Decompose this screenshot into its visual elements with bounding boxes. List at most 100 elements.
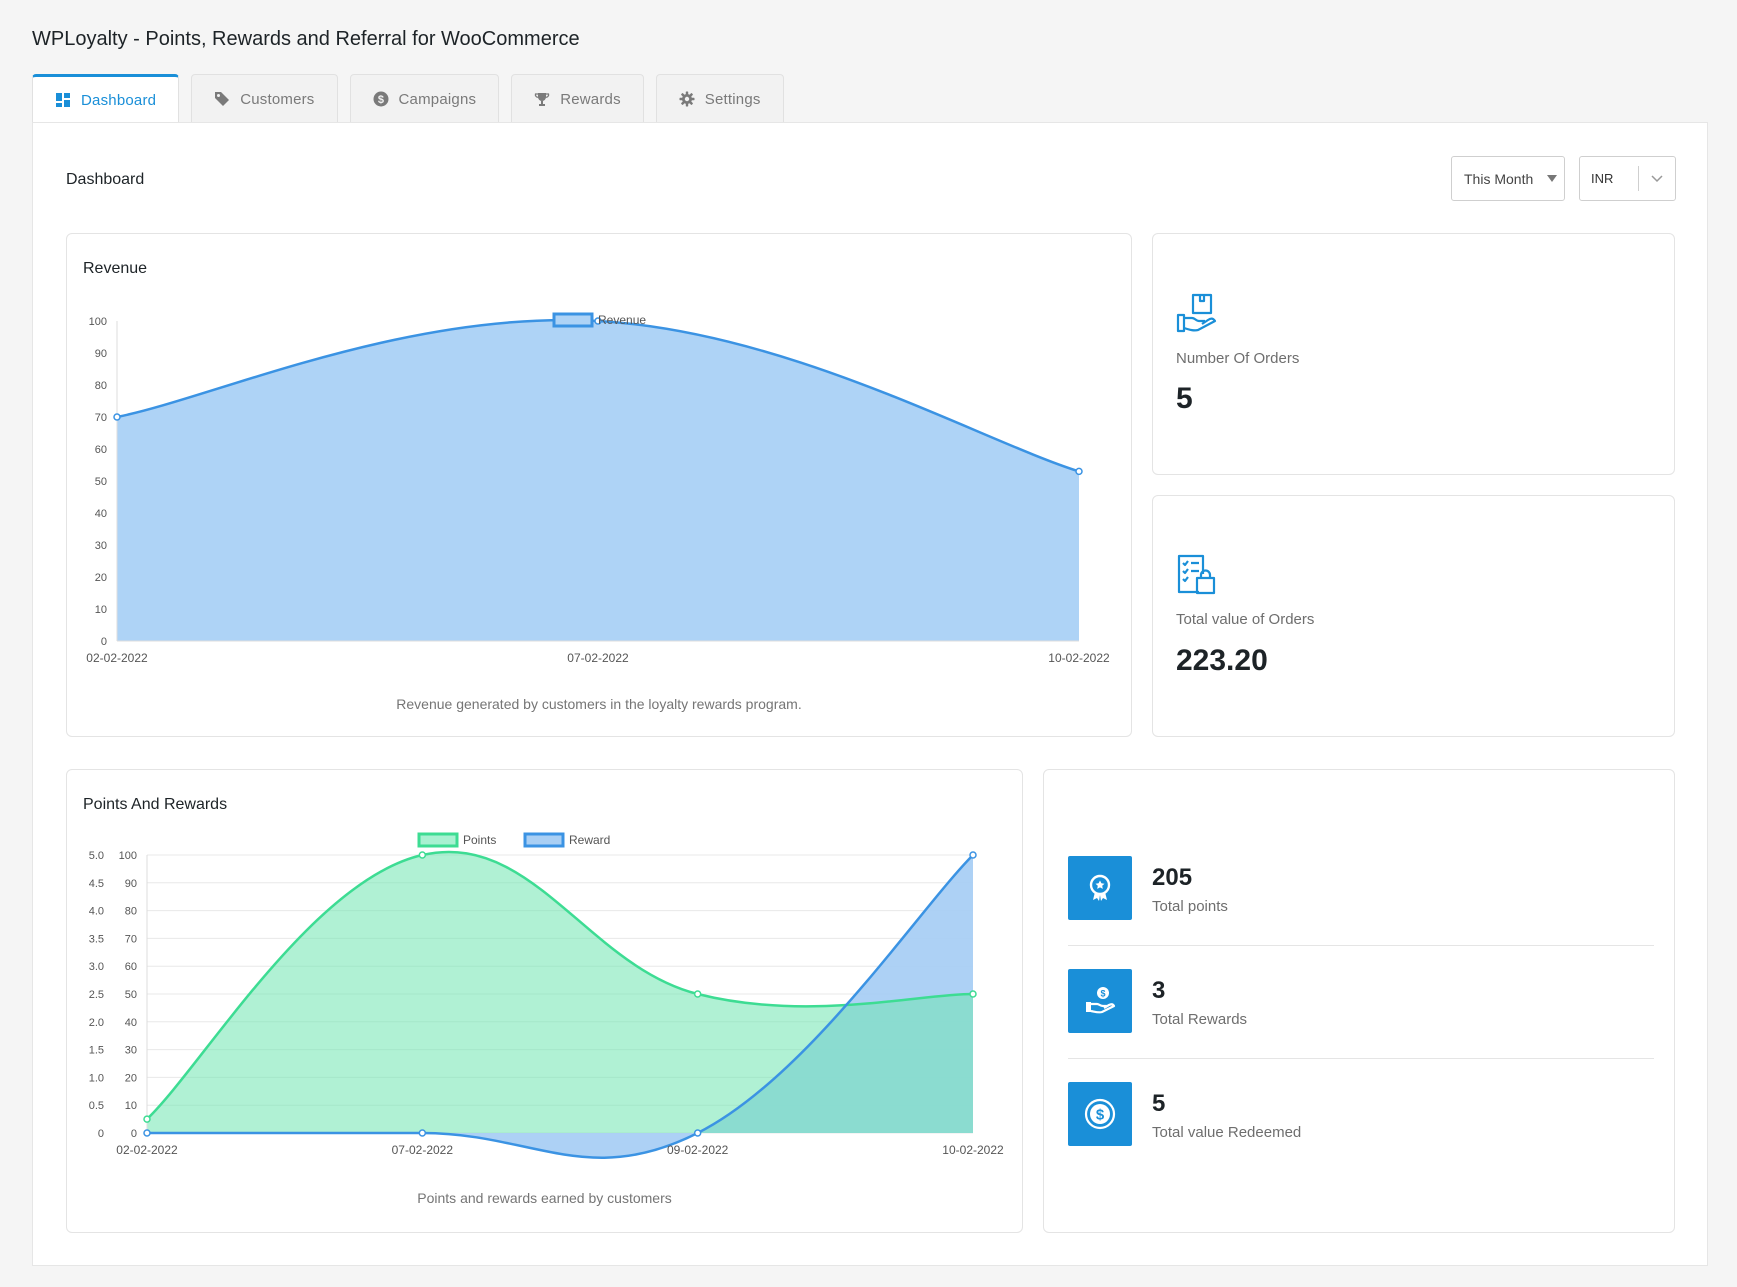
legend-label-points: Points <box>463 833 496 847</box>
revenue-chart-caption: Revenue generated by customers in the lo… <box>396 696 802 712</box>
tab-campaigns[interactable]: $ Campaigns <box>349 74 500 123</box>
tab-customers[interactable]: Customers <box>191 74 338 123</box>
x-tick-label: 10-02-2022 <box>1048 651 1110 665</box>
y-right-tick-label: 40 <box>125 1017 137 1029</box>
caret-down-icon <box>1547 175 1558 182</box>
period-select-value: This Month <box>1464 170 1534 187</box>
y-right-tick-label: 20 <box>125 1072 137 1084</box>
tab-rewards[interactable]: Rewards <box>511 74 644 123</box>
y-left-tick-label: 0.5 <box>89 1100 104 1112</box>
points-area <box>147 851 973 1133</box>
gear-icon <box>679 91 695 107</box>
order-list-bag-icon <box>1177 554 1216 595</box>
reward-point <box>969 851 977 859</box>
y-right-tick-label: 60 <box>125 961 137 973</box>
y-left-tick-label: 3.0 <box>89 961 104 973</box>
y-tick-label: 30 <box>95 540 107 552</box>
order-value-card: Total value of Orders 223.20 <box>1152 495 1675 737</box>
legend-swatch-points <box>417 832 459 848</box>
main-tabs: Dashboard Customers $ Campaigns Rewards … <box>32 74 784 123</box>
divider <box>1068 945 1654 946</box>
dashboard-title: Dashboard <box>66 171 145 188</box>
summary-card: 205 Total points $ 3 Total Rewards $ 5 T… <box>1043 769 1675 1233</box>
y-tick-label: 100 <box>89 316 107 328</box>
x-tick-label: 02-02-2022 <box>86 651 148 665</box>
dashboard-panel: Dashboard This Month INR Revenue 0 10 20 30… <box>32 122 1708 1266</box>
divider <box>1068 1058 1654 1059</box>
orders-value: 5 <box>1176 382 1193 415</box>
tab-dashboard[interactable]: Dashboard <box>32 74 180 123</box>
points-point <box>693 990 702 998</box>
x-tick-label: 02-02-2022 <box>116 1143 178 1157</box>
trophy-icon <box>534 93 550 106</box>
page-title: WPLoyalty - Points, Rewards and Referral… <box>32 28 580 50</box>
y-left-tick-label: 1.5 <box>89 1045 104 1057</box>
legend-label-reward: Reward <box>569 833 610 847</box>
dollar-circle-icon: $ <box>373 91 389 107</box>
y-left-tick-label: 4.0 <box>89 906 104 918</box>
points-line <box>146 850 974 1121</box>
points-rewards-card: Points And Rewards 0 10 20 30 40 50 60 70 80 90 10… <box>66 769 1023 1233</box>
total-points-label: Total points <box>1152 898 1228 915</box>
y-right-tick-label: 70 <box>125 933 137 945</box>
dollar-coin-icon: $ <box>1068 1082 1132 1146</box>
total-points-value: 205 <box>1152 864 1193 891</box>
dashboard-icon <box>56 93 70 107</box>
points-rewards-chart-caption: Points and rewards earned by customers <box>417 1190 672 1206</box>
y-right-tick-label: 0 <box>131 1128 137 1140</box>
orders-label: Number Of Orders <box>1176 350 1300 367</box>
tab-label: Settings <box>704 90 761 108</box>
svg-text:$: $ <box>1096 1107 1105 1124</box>
currency-select[interactable]: INR <box>1579 156 1676 201</box>
total-rewards-row: $ 3 Total Rewards <box>1068 969 1654 1035</box>
y-tick-label: 10 <box>95 604 107 616</box>
orders-card: Number Of Orders 5 <box>1152 233 1675 475</box>
points-point <box>969 990 977 998</box>
order-hand-icon <box>1176 293 1217 333</box>
tab-settings[interactable]: Settings <box>655 74 784 123</box>
currency-select-value: INR <box>1591 171 1614 186</box>
reward-point <box>143 1129 151 1137</box>
y-left-tick-label: 2.5 <box>89 989 104 1001</box>
x-tick-label: 07-02-2022 <box>567 651 629 665</box>
legend-label-revenue: Revenue <box>598 313 646 327</box>
revenue-card-title: Revenue <box>83 260 148 277</box>
legend-swatch-reward <box>523 832 565 848</box>
points-rewards-card-title: Points And Rewards <box>83 796 228 813</box>
legend-swatch-revenue <box>552 312 594 328</box>
total-redeemed-row: $ 5 Total value Redeemed <box>1068 1082 1654 1148</box>
x-tick-label: 09-02-2022 <box>667 1143 729 1157</box>
y-left-tick-label: 0 <box>98 1128 104 1140</box>
y-tick-label: 20 <box>95 572 107 584</box>
y-left-tick-label: 4.5 <box>89 878 104 890</box>
y-tick-label: 40 <box>95 508 107 520</box>
revenue-point <box>113 413 121 421</box>
tab-label: Customers <box>240 90 315 108</box>
hand-coin-icon: $ <box>1068 969 1132 1033</box>
y-tick-label: 70 <box>95 412 107 424</box>
total-points-row: 205 Total points <box>1068 856 1654 922</box>
period-select[interactable]: This Month <box>1451 156 1565 201</box>
y-right-tick-label: 100 <box>119 850 137 862</box>
y-right-tick-label: 80 <box>125 906 137 918</box>
y-left-tick-label: 2.0 <box>89 1017 104 1029</box>
total-rewards-label: Total Rewards <box>1152 1011 1248 1028</box>
y-tick-label: 50 <box>95 476 107 488</box>
total-redeemed-label: Total value Redeemed <box>1152 1124 1302 1141</box>
tab-label: Campaigns <box>398 90 477 108</box>
svg-text:$: $ <box>377 94 383 106</box>
y-left-tick-label: 3.5 <box>89 933 104 945</box>
svg-text:$: $ <box>1100 989 1105 999</box>
select-separator <box>1638 166 1639 191</box>
revenue-chart: 0 10 20 30 40 50 60 70 80 90 100 02-02-2022 07-02-20… <box>86 312 1110 665</box>
points-point <box>143 1115 151 1123</box>
reward-point <box>693 1129 702 1137</box>
y-left-tick-label: 1.0 <box>89 1072 104 1084</box>
reward-line <box>147 854 974 1159</box>
y-tick-label: 60 <box>95 444 107 456</box>
order-value-label: Total value of Orders <box>1176 611 1315 628</box>
chevron-down-icon <box>1639 174 1675 183</box>
award-badge-icon <box>1068 856 1132 920</box>
y-tick-label: 0 <box>101 636 107 648</box>
reward-point <box>418 1129 427 1137</box>
